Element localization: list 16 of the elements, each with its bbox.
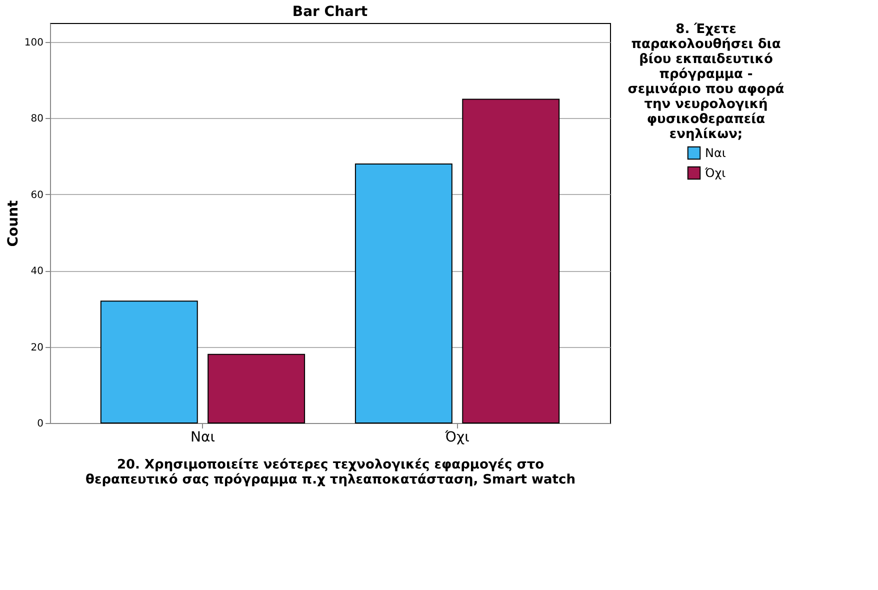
legend-title: 8. Έχετε παρακολουθήσει δια βίου εκπαιδευτικό πρόγραμμα - σεμινάριο που αφορά την νευρολογική φυσικοθεραπεία ενηλίκων; <box>628 22 784 142</box>
x-axis-title: 20. Χρησιμοποιείτε νεότερες τεχνολογικές εφαρμογές στο θεραπευτικό σας πρόγραμμα π.χ τηλεαποκατάσταση, Smart watch <box>86 458 576 488</box>
bar <box>100 300 198 424</box>
legend-label: Ναι <box>705 146 726 160</box>
bar <box>354 163 452 424</box>
chart-title: Bar Chart <box>292 4 368 20</box>
legend-label: Όχι <box>704 166 726 180</box>
y-tick-label: 20 <box>30 342 44 354</box>
y-axis-title: Count <box>5 200 22 247</box>
y-tick-label: 80 <box>30 114 44 125</box>
bar <box>462 98 560 424</box>
y-tick-label: 60 <box>30 190 44 201</box>
y-tick-label: 40 <box>30 266 44 278</box>
bar <box>208 354 306 424</box>
y-tick-label: 0 <box>37 418 44 430</box>
y-tick-label: 100 <box>24 38 44 49</box>
